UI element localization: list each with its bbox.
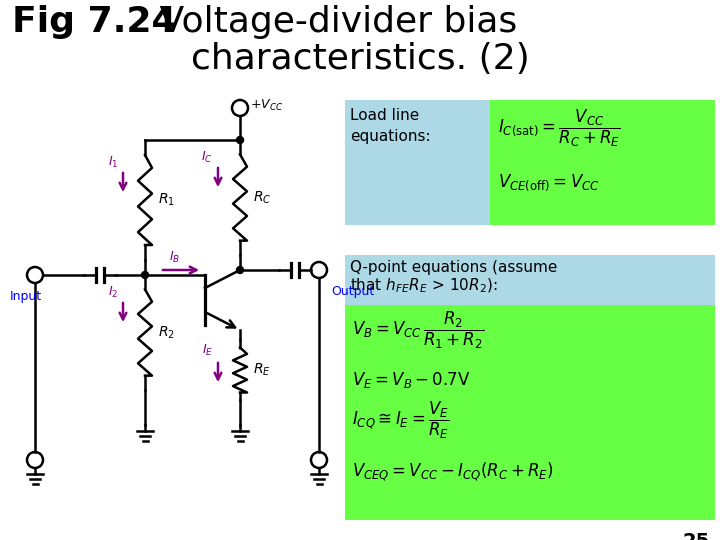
Text: $I_2$: $I_2$ [108,285,118,300]
Text: $V_B = V_{CC}\,\dfrac{R_2}{R_1 + R_2}$: $V_B = V_{CC}\,\dfrac{R_2}{R_1 + R_2}$ [352,310,485,351]
Text: Q-point equations (assume: Q-point equations (assume [350,260,557,275]
Text: Load line
equations:: Load line equations: [350,108,431,144]
Text: $R_E$: $R_E$ [253,362,271,378]
Text: $I_{CQ} \cong I_E = \dfrac{V_E}{R_E}$: $I_{CQ} \cong I_E = \dfrac{V_E}{R_E}$ [352,400,450,441]
Text: Voltage-divider bias: Voltage-divider bias [148,5,517,39]
Text: that $h_{FE}R_E$ > $10R_2$):: that $h_{FE}R_E$ > $10R_2$): [350,277,498,295]
Text: $R_C$: $R_C$ [253,190,271,206]
FancyBboxPatch shape [345,100,490,225]
Text: $V_{CEQ} = V_{CC} - I_{CQ}\left(R_C + R_E\right)$: $V_{CEQ} = V_{CC} - I_{CQ}\left(R_C + R_… [352,460,554,483]
FancyBboxPatch shape [345,305,715,520]
FancyBboxPatch shape [490,100,715,225]
Text: Output: Output [331,285,374,298]
Text: Fig 7.24: Fig 7.24 [12,5,176,39]
Circle shape [236,267,243,273]
Text: $I_C$: $I_C$ [201,150,213,165]
Text: $I_E$: $I_E$ [202,343,213,358]
Text: Input: Input [10,290,42,303]
Text: 25: 25 [683,532,710,540]
Text: $I_B$: $I_B$ [169,250,181,265]
Text: $I_1$: $I_1$ [107,155,118,170]
Text: $V_{CE(\mathrm{off})} = V_{CC}$: $V_{CE(\mathrm{off})} = V_{CC}$ [498,172,600,193]
FancyBboxPatch shape [345,255,715,305]
Text: $+V_{CC}$: $+V_{CC}$ [250,97,283,112]
Text: characteristics. (2): characteristics. (2) [191,42,529,76]
Text: $V_E = V_B - 0.7\mathrm{V}$: $V_E = V_B - 0.7\mathrm{V}$ [352,370,470,390]
Circle shape [236,137,243,144]
Circle shape [142,272,148,279]
Text: $R_2$: $R_2$ [158,325,175,341]
Text: $R_1$: $R_1$ [158,192,175,208]
Text: $I_{C(\mathrm{sat})} = \dfrac{V_{CC}}{R_C + R_E}$: $I_{C(\mathrm{sat})} = \dfrac{V_{CC}}{R_… [498,108,621,149]
